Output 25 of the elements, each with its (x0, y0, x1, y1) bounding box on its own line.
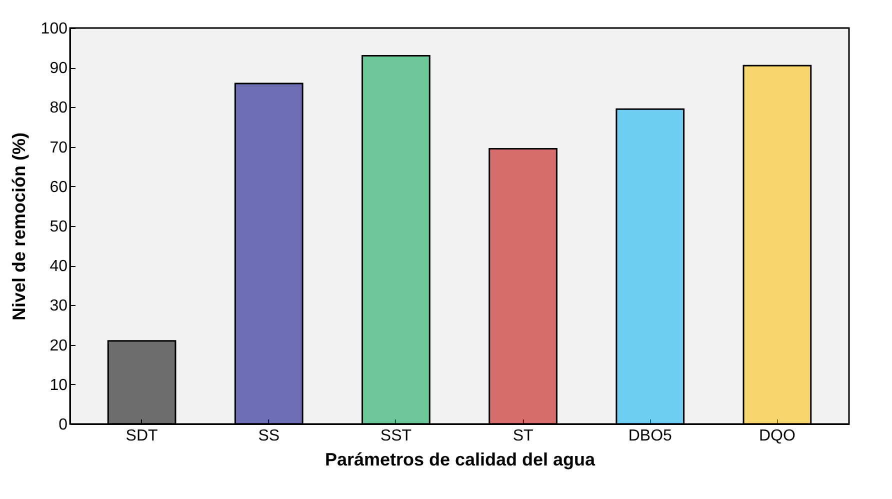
x-axis-title: Parámetros de calidad del agua (324, 450, 596, 470)
bar (107, 340, 176, 425)
y-axis-title: Nivel de remoción (%) (8, 132, 29, 321)
x-tick-label: DBO5 (628, 428, 672, 444)
y-tick-label: 100 (40, 20, 68, 38)
y-tick-label: 90 (50, 60, 68, 78)
x-tick-label: SST (380, 428, 412, 444)
y-tick-label: 40 (50, 258, 68, 276)
y-tick-label: 0 (58, 416, 68, 434)
y-tick-label: 50 (50, 218, 68, 236)
bar (616, 108, 685, 425)
x-tick-label: SDT (126, 428, 158, 444)
y-tick-label: 80 (50, 100, 68, 117)
x-tick-label: ST (512, 428, 534, 444)
bar (742, 64, 812, 425)
y-tick-label: 10 (50, 376, 68, 394)
y-tick-label: 60 (50, 178, 68, 196)
bar (362, 54, 430, 425)
bar (488, 148, 558, 425)
y-tick-label: 30 (50, 298, 68, 315)
x-tick-label: DQO (758, 428, 796, 444)
y-tick-label: 70 (50, 139, 68, 156)
x-tick-label: SS (258, 428, 280, 444)
y-tick-label: 20 (50, 337, 68, 354)
bar (234, 82, 304, 425)
